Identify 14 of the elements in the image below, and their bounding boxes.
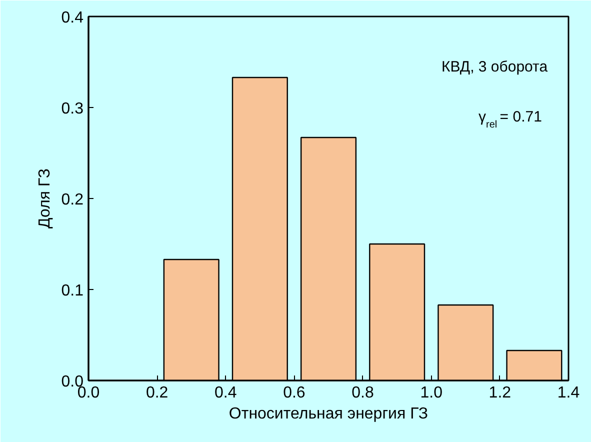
y-tick-label: 0.4 (61, 10, 84, 26)
x-tick-label: 1.0 (420, 384, 443, 402)
x-tick-label: 0.8 (352, 384, 374, 402)
x-tick-label: 0.4 (214, 384, 237, 402)
x-tick-label: 0.2 (146, 384, 168, 402)
x-axis-title: Относительная энергия ГЗ (228, 406, 428, 422)
x-tick-label: 1.4 (557, 384, 580, 402)
annotation: КВД, 3 оборота (442, 58, 548, 76)
x-tick-label: 0.6 (283, 384, 306, 402)
y-axis-title: Доля ГЗ (36, 168, 54, 228)
x-tick-label: 1.2 (488, 384, 512, 402)
y-tick-label: 0.2 (61, 192, 84, 208)
y-tick-label: 0.3 (61, 100, 84, 118)
y-tick-label: 0.1 (61, 282, 84, 300)
